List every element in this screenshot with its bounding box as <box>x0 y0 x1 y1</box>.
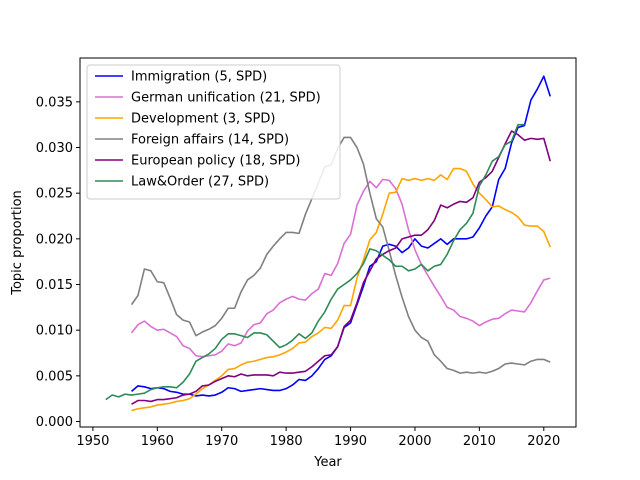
legend-entry: Law&Order (27, SPD) <box>131 175 269 190</box>
x-axis: 1950 1960 1970 1980 1990 2000 2010 2020 <box>76 427 560 449</box>
legend-box <box>86 64 341 200</box>
series-line-6 <box>105 123 525 401</box>
y-tick-label: 0.035 <box>36 95 73 110</box>
series-line-3 <box>131 167 551 412</box>
x-tick-label: 2000 <box>398 434 431 449</box>
plot-lines <box>105 75 551 412</box>
series-line-4 <box>130 136 551 374</box>
legend-entry: Foreign affairs (14, SPD) <box>131 133 289 148</box>
y-axis-label: Topic proportion <box>10 190 25 296</box>
x-tick-label: 2010 <box>463 434 496 449</box>
y-tick-label: 0.015 <box>36 278 73 293</box>
series-line-5 <box>131 130 551 405</box>
y-tick-label: 0.010 <box>36 324 73 339</box>
legend-entry: Development (3, SPD) <box>131 112 275 127</box>
y-tick-label: 0.025 <box>36 187 73 202</box>
series-line-2 <box>130 178 551 358</box>
x-tick-label: 1970 <box>205 434 238 449</box>
x-tick-label: 1980 <box>270 434 303 449</box>
x-tick-label: 1960 <box>141 434 174 449</box>
y-tick-label: 0.020 <box>36 232 73 247</box>
y-tick-label: 0.005 <box>36 369 73 384</box>
legend-entry: Immigration (5, SPD) <box>131 70 267 85</box>
x-axis-label: Year <box>313 455 342 470</box>
x-tick-label: 2020 <box>527 434 560 449</box>
legend-entry: European policy (18, SPD) <box>131 154 301 169</box>
legend-entry: German unification (21, SPD) <box>131 91 321 106</box>
y-tick-label: 0.000 <box>36 415 73 430</box>
x-tick-label: 1990 <box>334 434 367 449</box>
y-tick-label: 0.030 <box>36 141 73 156</box>
axes-frame <box>79 57 577 428</box>
y-axis: 0.000 0.005 0.010 0.015 0.020 0.025 0.030 0.035 <box>36 95 80 430</box>
x-tick-label: 1950 <box>76 434 109 449</box>
legend: Immigration (5, SPD) German unification (… <box>86 64 341 200</box>
